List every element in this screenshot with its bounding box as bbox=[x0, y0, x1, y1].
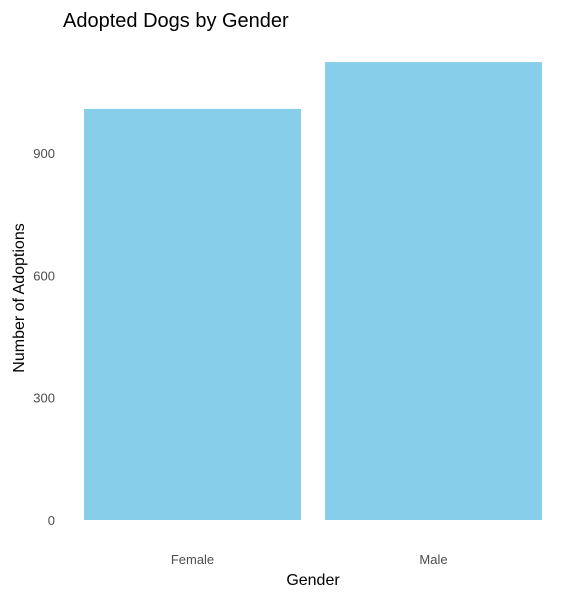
x-axis-ticks: Female Male bbox=[171, 552, 448, 567]
y-axis-ticks: 0 300 600 900 bbox=[33, 146, 55, 528]
chart-title: Adopted Dogs by Gender bbox=[63, 10, 289, 32]
y-axis-title: Number of Adoptions bbox=[11, 223, 28, 372]
y-tick-label: 900 bbox=[33, 146, 55, 161]
y-tick-label: 600 bbox=[33, 268, 55, 283]
bar-male bbox=[325, 62, 542, 521]
bars-group bbox=[84, 62, 542, 521]
y-tick-label: 300 bbox=[33, 391, 55, 406]
x-tick-label-male: Male bbox=[419, 552, 447, 567]
y-tick-label: 0 bbox=[48, 513, 55, 528]
x-tick-label-female: Female bbox=[171, 552, 214, 567]
bar-female bbox=[84, 108, 301, 521]
x-axis-title: Gender bbox=[286, 572, 340, 589]
